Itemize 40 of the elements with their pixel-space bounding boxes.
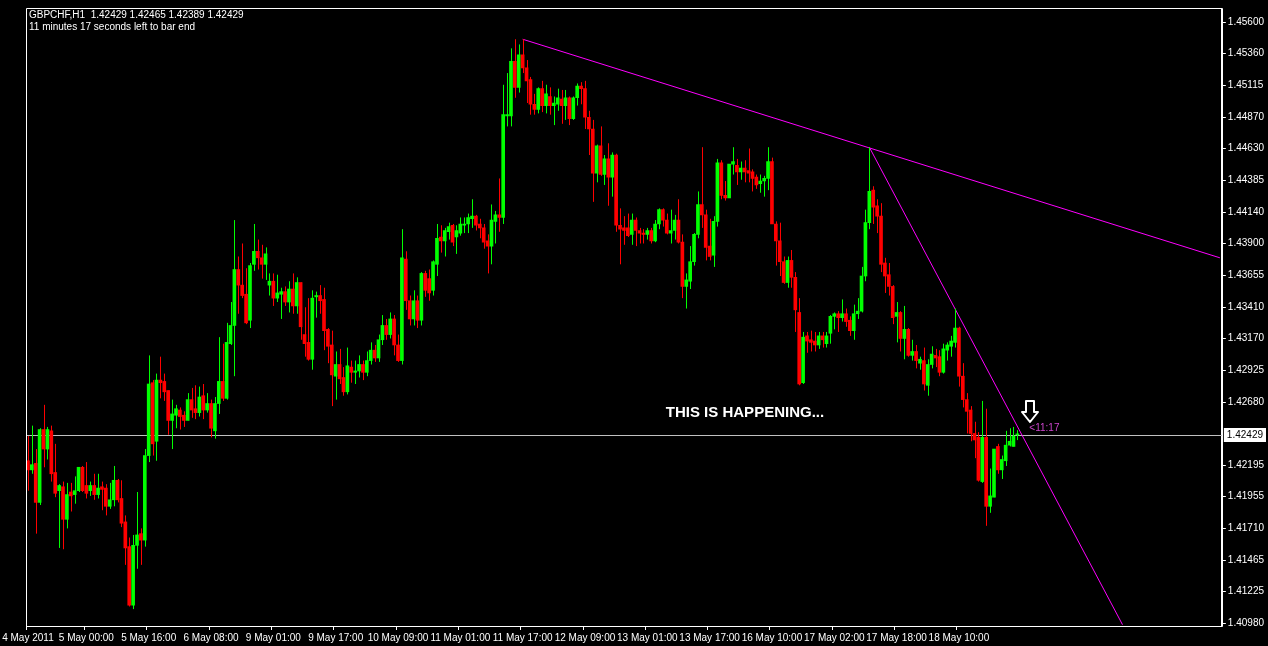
y-tick-label: 1.44385 [1227, 174, 1265, 186]
y-tick-label: 1.42195 [1227, 459, 1265, 471]
ref-line-label: 1.42429 [1226, 428, 1264, 440]
y-tick-label: 1.43410 [1227, 300, 1265, 312]
x-tick-label: 13 May 01:00 [616, 631, 679, 643]
x-tick-label: 11 May 17:00 [492, 631, 554, 643]
x-tick-label: 13 May 17:00 [679, 631, 741, 643]
x-tick-label: 9 May 17:00 [308, 631, 364, 643]
annotation: THIS IS HAPPENING... [665, 402, 825, 420]
y-tick-label: 1.45600 [1227, 16, 1265, 28]
y-tick-label: 1.41955 [1227, 490, 1265, 502]
x-tick-label: 16 May 10:00 [741, 631, 803, 643]
x-tick-label: 17 May 18:00 [866, 631, 928, 643]
y-tick-label: 1.41710 [1227, 522, 1265, 534]
x-tick-label: 6 May 08:00 [183, 631, 239, 643]
y-tick-label: 1.43655 [1227, 269, 1265, 281]
x-tick-label: 18 May 10:00 [928, 631, 990, 643]
y-tick-label: 1.45115 [1227, 79, 1264, 91]
x-tick-label: 17 May 02:00 [803, 631, 865, 643]
y-tick-label: 1.42680 [1227, 395, 1265, 407]
x-tick-label: 5 May 16:00 [121, 631, 177, 643]
x-tick-label: 11 May 01:00 [430, 631, 491, 643]
y-tick-label: 1.44870 [1227, 111, 1265, 123]
y-tick-label: 1.44630 [1227, 142, 1265, 154]
annotation: <11:17 [1029, 421, 1060, 433]
y-tick-label: 1.41225 [1227, 585, 1265, 597]
y-tick-label: 1.43170 [1227, 332, 1265, 344]
x-tick-label: 5 May 00:00 [58, 631, 115, 643]
y-tick-label: 1.45360 [1227, 47, 1265, 59]
x-tick-label: 4 May 2011 [2, 631, 55, 643]
y-tick-label: 1.41465 [1227, 554, 1265, 566]
x-tick-label: 9 May 01:00 [245, 631, 302, 643]
x-tick-label: 12 May 09:00 [554, 631, 616, 643]
y-tick-label: 1.40980 [1227, 617, 1265, 629]
y-tick-label: 1.44140 [1227, 206, 1265, 218]
y-tick-label: 1.43900 [1227, 237, 1265, 249]
text: 11 minutes 17 seconds left to bar end [29, 20, 196, 32]
y-tick-label: 1.42925 [1227, 364, 1265, 376]
x-tick-label: 10 May 09:00 [367, 631, 429, 643]
chart-title: GBPCHF,H1 1.42429 1.42465 1.42389 1.42429 [29, 8, 245, 20]
